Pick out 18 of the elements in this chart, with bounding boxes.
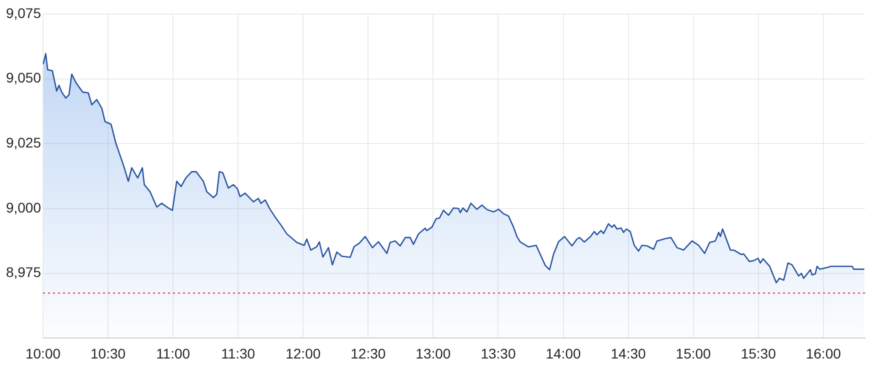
x-tick-label: 11:30 <box>221 345 256 362</box>
y-tick-label: 9,000 <box>6 199 42 216</box>
x-tick-label: 10:30 <box>90 345 126 362</box>
y-tick-label: 9,075 <box>6 4 42 21</box>
x-tick-label: 15:30 <box>740 345 776 362</box>
y-tick-label: 9,025 <box>6 134 42 151</box>
y-tick-label: 9,050 <box>6 70 42 86</box>
x-tick-label: 10:00 <box>25 345 61 362</box>
x-tick-label: 15:00 <box>676 345 712 362</box>
x-tick-label: 13:30 <box>480 345 516 362</box>
x-tick-label: 12:00 <box>286 345 321 362</box>
x-tick-label: 16:00 <box>806 345 842 362</box>
x-tick-label: 11:00 <box>156 345 190 362</box>
y-tick-label: 8,975 <box>6 264 42 280</box>
x-tick-label: 14:30 <box>610 345 646 362</box>
x-tick-label: 13:00 <box>416 345 451 362</box>
x-tick-label: 14:00 <box>546 345 581 362</box>
x-tick-label: 12:30 <box>350 345 386 362</box>
